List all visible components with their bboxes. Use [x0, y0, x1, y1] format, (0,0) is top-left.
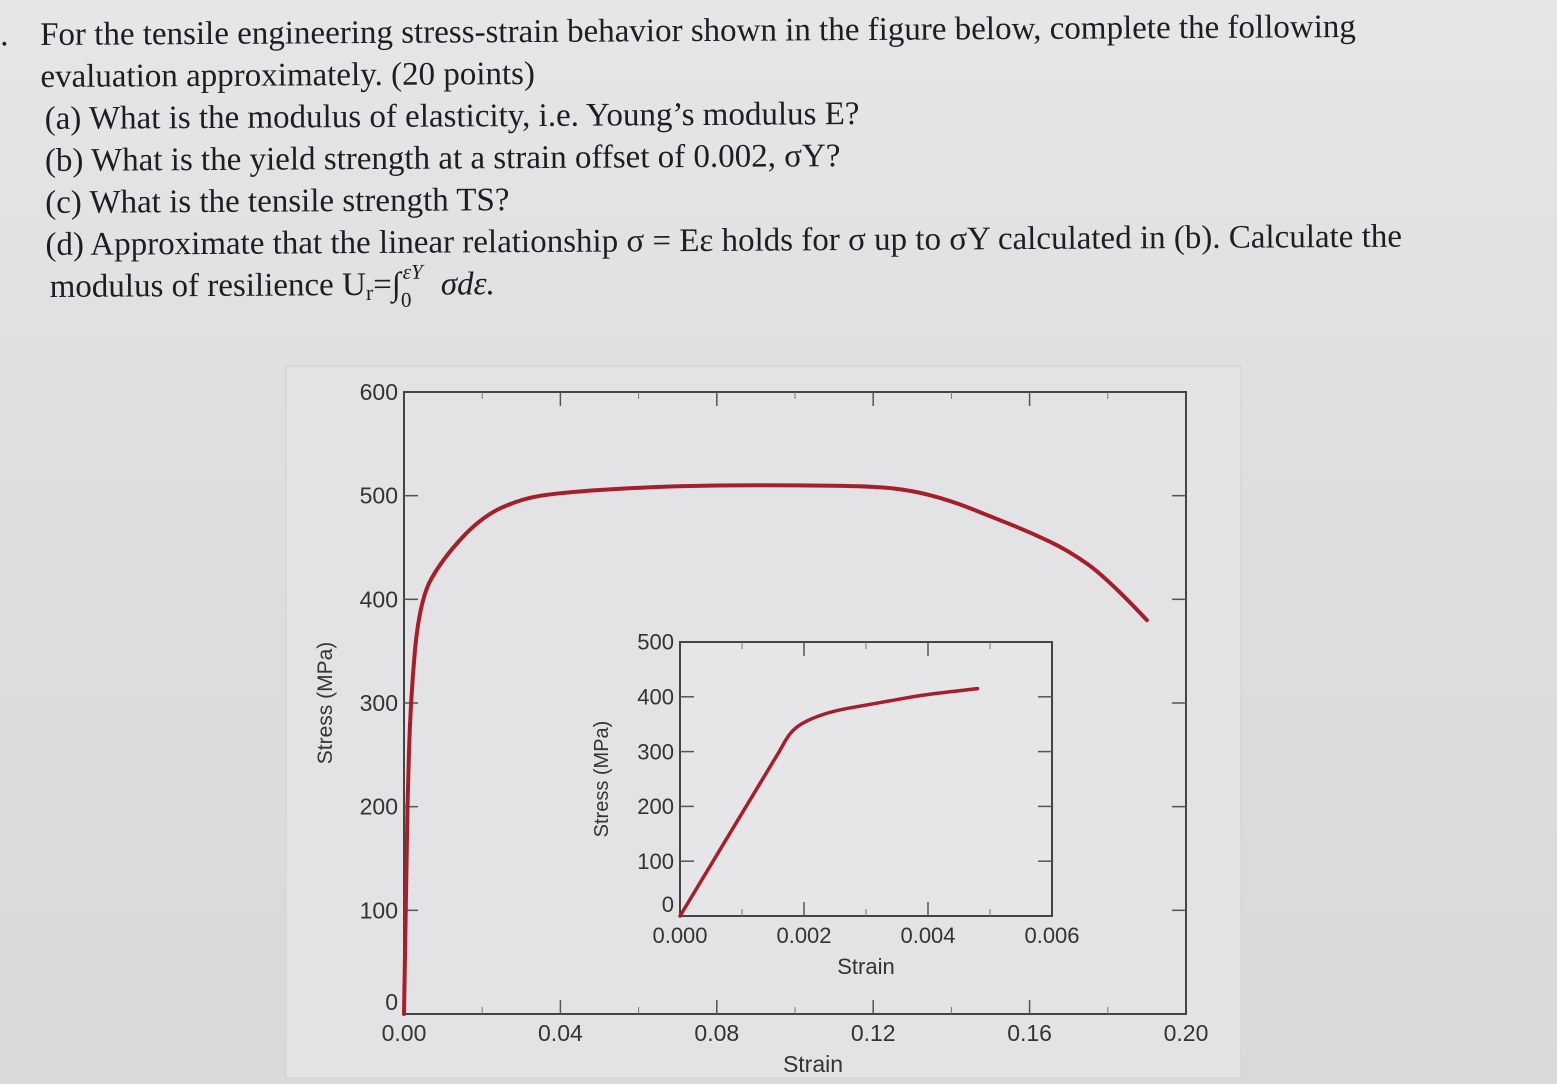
inset-y-tick-label: 300 — [637, 739, 674, 764]
inset-x-tick-label: 0.006 — [1024, 923, 1079, 948]
main-y-tick-label: 600 — [360, 379, 398, 405]
inset-background — [680, 642, 1052, 916]
inset-y-tick-label: 400 — [637, 685, 674, 710]
main-y-axis-title: Stress (MPa) — [314, 642, 337, 765]
main-y-tick-label: 500 — [360, 483, 398, 509]
inset-y-tick-label: 0 — [662, 892, 674, 917]
main-x-tick-label: 0.20 — [1164, 1020, 1209, 1046]
main-chart: 0.00 0.04 0.08 0.12 0.16 0.20 0 100 200 300 400 500… — [314, 379, 1208, 1077]
main-y-tick-label: 300 — [360, 690, 398, 716]
inset-y-axis-title: Stress (MPa) — [591, 721, 613, 838]
main-x-tick-label: 0.12 — [851, 1020, 896, 1046]
inset-x-axis-title: Strain — [837, 954, 894, 979]
inset-chart: 0.000 0.002 0.004 0.006 0 100 200 300 400 500 Stra… — [591, 630, 1080, 979]
main-y-tick-label: 0 — [385, 989, 398, 1015]
main-x-axis-title: Strain — [783, 1051, 843, 1077]
main-x-tick-label: 0.16 — [1007, 1020, 1052, 1046]
inset-x-tick-label: 0.002 — [776, 923, 831, 948]
inset-y-tick-label: 500 — [637, 630, 674, 655]
inset-x-tick-label: 0.004 — [900, 923, 955, 948]
inset-y-tick-label: 100 — [637, 849, 674, 874]
main-x-tick-label: 0.08 — [694, 1020, 739, 1046]
inset-stress-strain-curve — [678, 686, 980, 918]
main-y-tick-label: 400 — [360, 586, 398, 612]
inset-y-tick-label: 200 — [637, 794, 674, 819]
main-x-tick-label: 0.04 — [538, 1020, 583, 1046]
main-x-tick-label: 0.00 — [382, 1020, 427, 1046]
inset-x-tick-label: 0.000 — [652, 923, 707, 948]
main-y-tick-label: 100 — [360, 897, 398, 923]
main-stress-strain-curve — [402, 483, 1149, 1016]
main-y-tick-label: 200 — [360, 794, 398, 820]
